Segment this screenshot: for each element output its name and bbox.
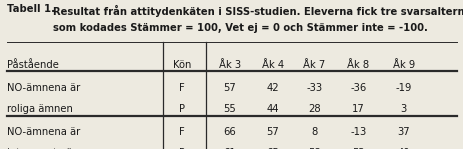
Text: Kön: Kön	[172, 60, 191, 70]
Text: F: F	[179, 83, 184, 93]
Text: Påstående: Påstående	[7, 60, 59, 70]
Text: som kodades Stämmer = 100, Vet ej = 0 och Stämmer inte = -100.: som kodades Stämmer = 100, Vet ej = 0 oc…	[53, 23, 427, 33]
Text: NO-ämnena är: NO-ämnena är	[7, 83, 80, 93]
Text: 17: 17	[351, 104, 364, 114]
Text: 37: 37	[396, 127, 409, 137]
Text: -36: -36	[349, 83, 366, 93]
Text: 61: 61	[223, 148, 236, 149]
Text: 57: 57	[266, 127, 279, 137]
Text: 58: 58	[307, 148, 320, 149]
Text: 66: 66	[223, 127, 236, 137]
Text: -19: -19	[394, 83, 411, 93]
Text: -13: -13	[349, 127, 366, 137]
Text: 44: 44	[266, 104, 278, 114]
Text: 42: 42	[266, 83, 279, 93]
Text: 40: 40	[397, 148, 409, 149]
Text: Åk 4: Åk 4	[261, 60, 283, 70]
Text: roliga ämnen: roliga ämnen	[7, 104, 73, 114]
Text: 52: 52	[351, 148, 364, 149]
Text: 55: 55	[223, 104, 236, 114]
Text: P: P	[179, 148, 184, 149]
Text: NO-ämnena är: NO-ämnena är	[7, 127, 80, 137]
Text: 8: 8	[311, 127, 317, 137]
Text: 65: 65	[266, 148, 279, 149]
Text: P: P	[179, 104, 184, 114]
Text: -33: -33	[306, 83, 322, 93]
Text: 57: 57	[223, 83, 236, 93]
Text: Åk 8: Åk 8	[346, 60, 369, 70]
Text: Åk 7: Åk 7	[303, 60, 325, 70]
Text: 28: 28	[307, 104, 320, 114]
Text: Resultat från attitydenkäten i SISS-studien. Eleverna fick tre svarsalternativ: Resultat från attitydenkäten i SISS-stud…	[53, 4, 463, 17]
Text: Åk 3: Åk 3	[218, 60, 240, 70]
Text: Tabell 1.: Tabell 1.	[7, 4, 55, 14]
Text: Åk 9: Åk 9	[392, 60, 414, 70]
Text: 3: 3	[400, 104, 406, 114]
Text: intressanta ämnen: intressanta ämnen	[7, 148, 100, 149]
Text: F: F	[179, 127, 184, 137]
